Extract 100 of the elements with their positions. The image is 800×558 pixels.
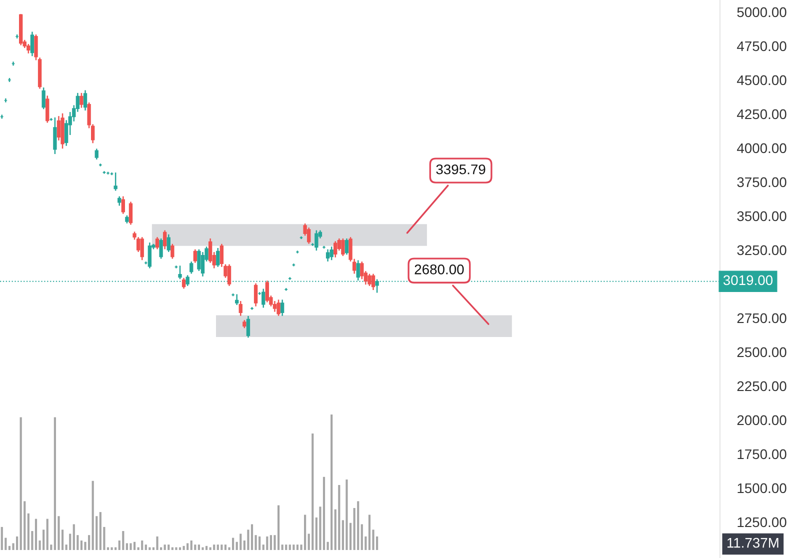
candlestick	[178, 266, 182, 280]
candlestick	[166, 234, 170, 252]
bar	[88, 535, 90, 550]
candlestick	[326, 249, 330, 262]
bar	[182, 546, 185, 550]
bar	[54, 417, 56, 550]
candlestick	[190, 262, 194, 274]
candlestick	[42, 88, 46, 110]
bar	[34, 518, 38, 550]
y-tick-label: 3750.00	[737, 177, 786, 188]
bar	[224, 544, 227, 550]
candlestick	[356, 260, 360, 281]
bar	[368, 514, 371, 550]
bar	[16, 536, 18, 550]
candlestick	[56, 116, 61, 140]
candlestick	[216, 248, 220, 267]
bar	[69, 534, 72, 550]
bar	[357, 501, 360, 550]
bar	[270, 535, 272, 550]
y-tick-label: 3250.00	[737, 245, 786, 256]
bar	[46, 518, 48, 550]
bar	[42, 530, 45, 550]
text: 11.737M	[727, 538, 778, 548]
bar	[20, 417, 22, 550]
band-label: 3395.79	[436, 164, 486, 174]
candlestick	[170, 244, 174, 259]
candlestick	[371, 274, 376, 290]
candlestick	[254, 283, 258, 306]
candlestick	[186, 275, 190, 286]
bar	[168, 544, 170, 550]
candlestick	[314, 230, 318, 251]
bar	[164, 544, 166, 550]
candlestick	[330, 246, 334, 260]
y-tick-label: 5000.00	[737, 7, 786, 18]
candlestick	[159, 238, 163, 259]
bar	[130, 543, 132, 550]
bar	[126, 543, 128, 550]
bar	[99, 512, 102, 550]
bar	[80, 540, 83, 550]
candlestick	[163, 230, 167, 250]
candlestick	[128, 202, 133, 225]
candlestick	[280, 300, 284, 316]
candlestick	[114, 172, 118, 191]
bar	[0, 526, 3, 550]
candlestick	[121, 196, 125, 214]
bar	[281, 544, 284, 550]
candlestick	[148, 242, 152, 268]
bar	[322, 476, 326, 550]
bar	[338, 484, 340, 550]
bar	[360, 524, 363, 550]
candlestick	[368, 274, 372, 286]
y-tick-label: 4500.00	[736, 75, 786, 86]
candlestick	[265, 280, 269, 302]
bar	[194, 544, 196, 550]
bar	[292, 544, 295, 550]
bar	[186, 543, 189, 550]
candlestick	[182, 278, 186, 289]
bar	[232, 538, 234, 550]
bar	[156, 536, 158, 550]
bar	[205, 546, 208, 550]
y-tick-label: 1500.00	[738, 483, 786, 494]
bar	[296, 544, 299, 550]
candlestick	[83, 90, 88, 111]
bar	[175, 547, 178, 550]
y-tick-label: 3500.00	[737, 211, 786, 222]
bar	[312, 433, 314, 550]
bar	[110, 547, 113, 550]
y-tick-label: 4750.00	[736, 41, 786, 52]
candlestick	[238, 301, 242, 316]
bar	[220, 544, 223, 550]
candlestick	[155, 237, 160, 250]
bar	[213, 544, 216, 550]
bar	[288, 544, 291, 550]
bar	[202, 547, 204, 550]
y-tick-label: 4000.00	[736, 143, 786, 154]
bar	[266, 536, 268, 550]
candlestick	[344, 238, 349, 255]
bar	[141, 540, 144, 550]
bar	[198, 544, 200, 550]
bar	[330, 414, 333, 550]
y-tick-label: 2750.00	[737, 313, 786, 324]
bar	[144, 544, 147, 550]
candlestick	[46, 96, 50, 123]
y-tick-label: 1250.00	[738, 517, 786, 528]
candlestick	[53, 117, 57, 154]
candlestick	[341, 238, 345, 256]
candlestick	[80, 92, 84, 108]
bar	[216, 544, 219, 550]
candlestick	[193, 249, 197, 263]
band-label: 2680.00	[414, 264, 464, 274]
candlestick	[227, 264, 232, 286]
candlestick	[30, 32, 34, 56]
bar	[346, 480, 348, 550]
candlestick	[276, 300, 280, 316]
y-tick-label: 1750.00	[738, 449, 786, 460]
y-tick-label: 2250.00	[737, 381, 786, 392]
bar	[285, 544, 288, 550]
y-tick-label: 2000.00	[737, 415, 786, 426]
bar	[277, 505, 280, 550]
candlestick	[140, 237, 144, 260]
